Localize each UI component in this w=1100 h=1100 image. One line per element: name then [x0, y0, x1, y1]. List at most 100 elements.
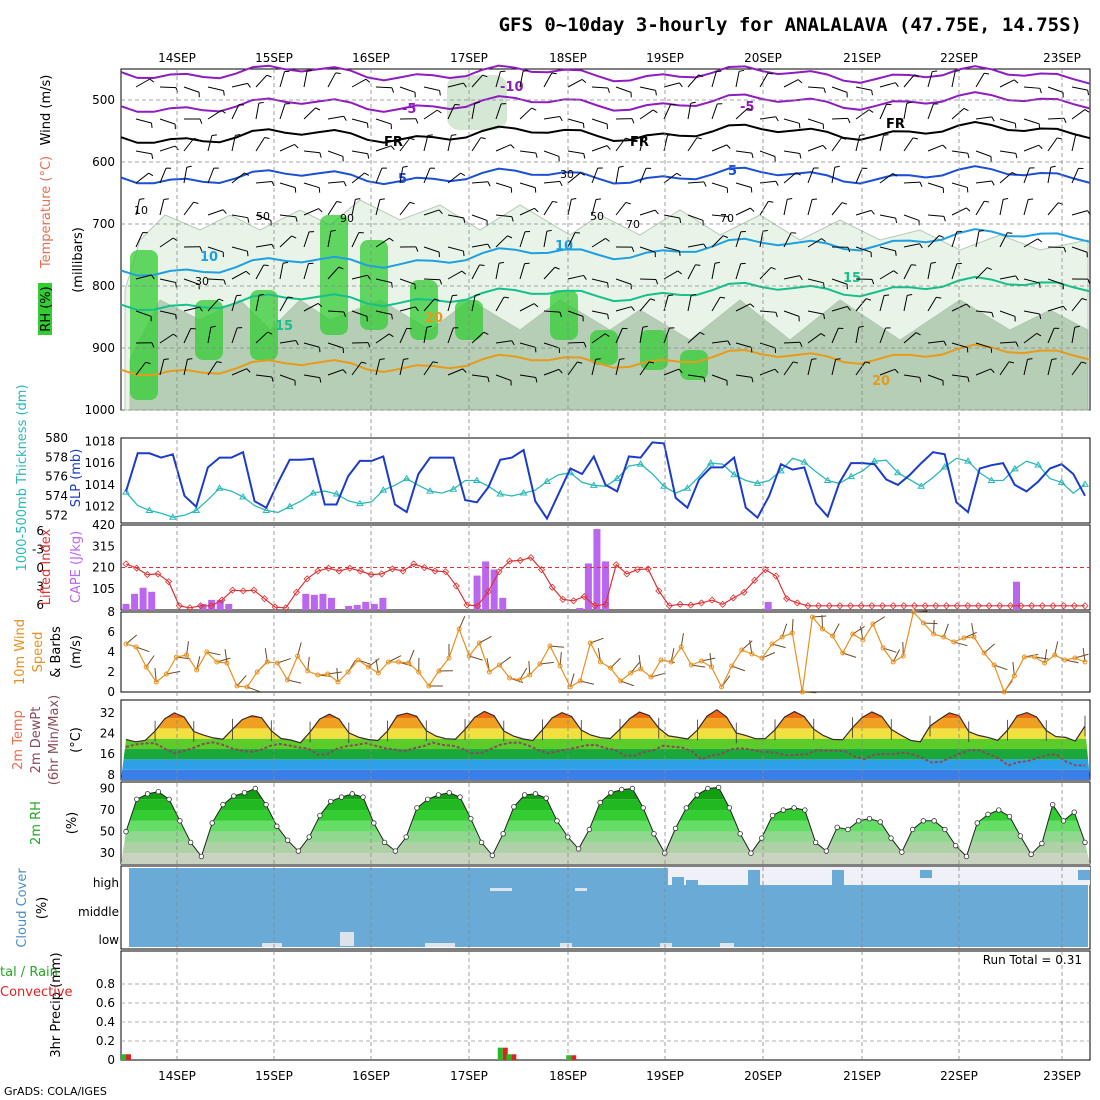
isotherm-5	[120, 165, 1091, 186]
rh-point	[974, 820, 980, 826]
wind-barb	[711, 182, 728, 189]
wind10-point	[497, 662, 503, 668]
wind10-tick: 6	[107, 625, 115, 639]
wind-barb	[495, 144, 511, 152]
wind10-point	[264, 659, 270, 665]
rh-point	[425, 796, 431, 802]
rh-point	[899, 849, 905, 855]
wind-barb-flag	[403, 358, 409, 360]
wind-barb	[327, 231, 332, 248]
wind-barb	[831, 167, 836, 184]
wind-barb-flag	[847, 118, 851, 124]
wind-barb-flag	[145, 361, 151, 365]
rh-moist-column	[550, 290, 578, 340]
wind-barb-flag	[677, 270, 683, 275]
wind-barb-flag	[426, 325, 432, 328]
wind-barb	[351, 199, 356, 216]
wind10-point	[385, 659, 391, 665]
wind-barb-flag	[987, 267, 992, 271]
wind-barb	[903, 243, 920, 248]
wind10-point	[194, 667, 200, 673]
wind-barb-flag	[1062, 305, 1067, 311]
rh-moist-column	[130, 250, 158, 400]
wind-barb	[183, 278, 200, 285]
lifted-index-point	[601, 600, 610, 608]
thickness-point	[239, 492, 247, 500]
lifted-tick: -3	[32, 543, 44, 557]
cloud-gap	[575, 888, 587, 891]
wind-barb-flag	[367, 153, 370, 159]
wind-barb-flag	[379, 358, 385, 360]
wind-barb	[423, 109, 438, 120]
wind-barb	[663, 172, 678, 184]
wind-barb-flag	[699, 331, 705, 336]
wind10m-panel: 8 6 4 2 0	[107, 605, 1089, 699]
wind-barb-flag	[186, 165, 192, 168]
wind-barb	[399, 306, 416, 312]
wind-barb	[663, 327, 670, 344]
wind10-point	[1001, 689, 1007, 695]
wind-barb	[351, 310, 368, 317]
wind-barb	[831, 305, 848, 312]
cloud-cover-panel: high middle low	[78, 867, 1090, 947]
wind10-point	[638, 666, 644, 672]
rh-point	[123, 828, 129, 835]
date-label-top: 17SEP	[450, 51, 488, 65]
wind10-point	[799, 689, 805, 695]
wind-barb	[135, 232, 144, 248]
thickness-point	[543, 477, 551, 484]
precip-tick: 0.4	[96, 1015, 115, 1029]
wind-barb	[207, 209, 224, 216]
cape-bar	[482, 561, 490, 610]
wind-barb	[975, 231, 980, 248]
wind-barb	[135, 118, 152, 124]
wind-barb	[807, 86, 824, 89]
wind-barb-flag	[906, 101, 912, 104]
wind-barb	[279, 296, 289, 312]
wind-barb	[687, 374, 704, 378]
date-label-bottom: 18SEP	[549, 1069, 587, 1083]
lifted-index-point	[591, 602, 599, 610]
wind-barb-flag	[551, 72, 557, 75]
slp-axis-label: SLP (mb)	[69, 449, 84, 508]
wind-barb	[447, 295, 453, 312]
wind-barb	[375, 199, 381, 216]
wind-barb-flag	[714, 261, 720, 264]
wind-barb	[975, 116, 992, 120]
rh-point	[134, 796, 140, 802]
wind-barb	[783, 118, 800, 124]
wind-barb	[567, 118, 584, 124]
wind-barb-flag	[747, 107, 753, 111]
wind-barb-flag	[720, 296, 726, 299]
wind10-point	[426, 683, 432, 689]
wind-barb	[807, 238, 822, 248]
wind-barb-flag	[282, 261, 289, 264]
wind-barb	[159, 310, 176, 316]
lifted-index-point	[942, 602, 951, 610]
wind-barb-flag	[223, 90, 225, 96]
wind-barb	[687, 264, 696, 280]
precip-tick: 0	[107, 1053, 115, 1067]
lifted-index-point	[1081, 602, 1089, 610]
wind10-point	[1021, 654, 1027, 660]
rh-point	[726, 805, 733, 811]
wind-barb-flag	[991, 312, 994, 318]
wind10-point	[345, 669, 351, 675]
wind-barb	[135, 274, 152, 280]
wind-barb	[735, 342, 752, 348]
lifted-index-point	[165, 578, 173, 586]
wind-barb-flag	[768, 200, 774, 203]
wind-barb	[807, 199, 813, 216]
rh-point	[640, 805, 646, 811]
wind-barb-flag	[1008, 361, 1014, 364]
wind-barb	[471, 181, 488, 184]
wind-barb-flag	[870, 210, 875, 215]
cape-bar	[473, 575, 481, 610]
wind-barb-flag	[175, 282, 177, 288]
pressure-axis-label: (millibars)	[71, 227, 86, 293]
isotherm-label: -10	[500, 80, 524, 95]
wind-barb	[567, 172, 581, 184]
date-label-bottom: 14SEP	[158, 1069, 196, 1083]
lifted-index-point	[1006, 602, 1014, 610]
date-label-bottom: 15SEP	[255, 1069, 293, 1083]
